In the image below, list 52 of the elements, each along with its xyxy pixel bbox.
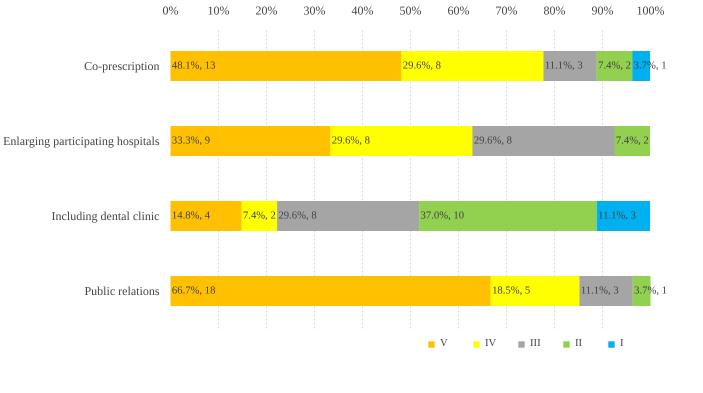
bar [596, 201, 650, 231]
data-label: 66.7%, 18 [172, 285, 216, 296]
data-label: 29.6%, 8 [332, 135, 370, 146]
data-label: 48.1%, 13 [172, 60, 216, 71]
x-tick-label: 40% [352, 4, 374, 18]
x-tick-label: 80% [544, 4, 566, 18]
y-tick-label: Including dental clinic [52, 209, 160, 223]
data-label: 18.5%, 5 [492, 285, 530, 296]
bar [579, 276, 633, 306]
data-label: 7.4%, 2 [598, 60, 632, 71]
y-tick-label: Enlarging participating hospitals [3, 134, 160, 148]
x-tick-label: 20% [256, 4, 278, 18]
bar [472, 126, 614, 156]
bar [543, 51, 597, 81]
data-label: 29.6%, 8 [402, 60, 441, 71]
data-label: 7.4%, 2 [242, 210, 276, 221]
bar [242, 201, 278, 231]
data-label: 7.4%, 2 [616, 135, 649, 146]
bar [170, 276, 491, 306]
x-tick-label: 100% [636, 4, 664, 18]
bar [401, 51, 544, 81]
x-tick-label: 70% [496, 4, 518, 18]
x-tick-label: 60% [448, 4, 470, 18]
legend-label: IV [485, 338, 498, 349]
bar [330, 126, 472, 156]
bar [490, 276, 580, 306]
bar [170, 126, 330, 156]
bar [596, 51, 632, 81]
x-tick-label: 0% [162, 4, 178, 18]
x-tick-label: 30% [304, 4, 326, 18]
bar [419, 201, 597, 231]
bar [170, 201, 242, 231]
legend-label: V [440, 338, 449, 349]
data-label: 29.6%, 8 [474, 135, 512, 146]
data-label: 11.1%, 3 [580, 285, 619, 296]
y-tick-label: Public relations [84, 284, 160, 298]
legend-label: II [575, 338, 584, 349]
bar [277, 201, 420, 231]
bar [170, 51, 402, 81]
bar [614, 126, 650, 156]
x-tick-label: 90% [592, 4, 614, 18]
data-label: 29.6%, 8 [278, 210, 317, 221]
legend-label: I [620, 338, 625, 349]
data-label: 33.3%, 9 [172, 135, 210, 146]
y-tick-label: Co-prescription [84, 59, 160, 73]
data-label: 14.8%, 4 [172, 210, 210, 221]
data-label: 11.1%, 3 [598, 210, 636, 221]
legend-label: III [530, 338, 542, 349]
data-label: 37.0%, 10 [420, 210, 464, 221]
data-label: 11.1%, 3 [544, 60, 583, 71]
x-tick-label: 50% [400, 4, 422, 18]
x-tick-label: 10% [208, 4, 230, 18]
